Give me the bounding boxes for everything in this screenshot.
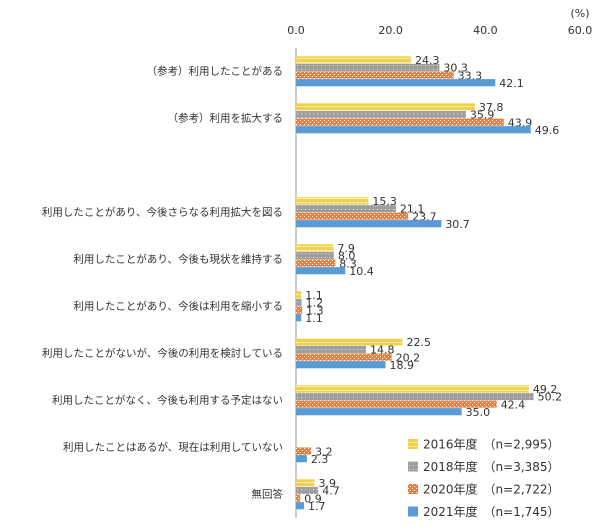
value-label: 35.9: [470, 109, 495, 122]
bar: [296, 103, 475, 111]
axis-unit: (%): [570, 7, 589, 20]
bar: [296, 244, 334, 252]
category-label: 利用したことがあり、今後も現状を維持する: [73, 253, 283, 266]
value-label: 10.4: [349, 265, 374, 278]
value-label: 49.6: [535, 124, 560, 137]
legend-swatch: [408, 439, 418, 449]
value-label: 35.0: [466, 406, 491, 419]
category-label: 利用したことがあり、今後さらなる利用拡大を図る: [42, 206, 283, 219]
category-label: （参考）利用を拡大する: [168, 112, 284, 125]
value-label: 4.7: [322, 485, 340, 498]
value-label: 8.0: [338, 250, 356, 263]
bar: [296, 298, 302, 307]
value-label: 30.3: [443, 62, 468, 75]
value-label: 49.2: [533, 383, 558, 396]
value-label: 50.2: [538, 391, 563, 404]
bar: [296, 197, 369, 205]
x-tick-label: 0.0: [287, 24, 305, 37]
bar: [296, 353, 392, 361]
value-label: 8.3: [339, 257, 357, 270]
bar: [296, 314, 302, 322]
value-label: 3.9: [318, 477, 336, 490]
bar: [296, 56, 412, 64]
value-label: 43.9: [508, 116, 533, 129]
value-label: 1.1: [305, 289, 323, 302]
value-label: 1.7: [308, 500, 326, 513]
value-label: 22.5: [407, 336, 432, 349]
category-label: （参考）利用したことがある: [147, 65, 284, 78]
legend-label: 2020年度 （n=2,722）: [423, 482, 560, 497]
category-label: 利用したことがなく、今後も利用する予定はない: [52, 394, 283, 407]
value-label: 30.7: [445, 218, 470, 231]
bar: [296, 361, 386, 369]
value-label: 3.2: [315, 445, 333, 458]
category-label: 利用したことはあるが、現在は利用していない: [63, 441, 283, 454]
bar: [296, 345, 367, 354]
bar: [296, 338, 403, 346]
legend-label: 2016年度 （n=2,995）: [423, 437, 560, 452]
value-label: 42.4: [501, 398, 526, 411]
bar: [296, 79, 496, 87]
value-label: 2.3: [311, 453, 329, 466]
bar: [296, 267, 346, 275]
category-label: 利用したことがないが、今後の利用を検討している: [42, 347, 283, 360]
value-label: 33.3: [458, 69, 483, 82]
category-label: 無回答: [252, 488, 284, 501]
value-label: 1.3: [306, 304, 324, 317]
bar: [296, 251, 334, 260]
bar: [296, 212, 409, 220]
bar: [296, 408, 462, 416]
category-label: 利用したことがあり、今後は利用を縮小する: [73, 300, 283, 313]
bar: [296, 306, 303, 314]
x-tick-label: 20.0: [378, 24, 403, 37]
value-label: 1.2: [306, 297, 324, 310]
bar: [296, 71, 454, 79]
bar: [296, 447, 312, 455]
bar: [296, 385, 529, 393]
value-label: 0.9: [304, 492, 322, 505]
legend-box: [405, 429, 601, 523]
bar: [296, 291, 302, 299]
x-tick-label: 40.0: [473, 24, 498, 37]
value-label: 20.2: [396, 351, 421, 364]
bar: [296, 63, 440, 72]
bar: [296, 259, 336, 267]
bar: [296, 220, 442, 228]
bar: [296, 400, 497, 408]
legend-swatch: [408, 461, 418, 472]
value-label: 24.3: [415, 54, 440, 67]
value-label: 23.7: [412, 210, 437, 223]
x-tick-label: 60.0: [568, 24, 593, 37]
bar: [296, 126, 531, 134]
legend-swatch: [408, 506, 418, 517]
value-label: 7.9: [337, 242, 355, 255]
bar: [296, 455, 307, 463]
value-label: 18.9: [389, 359, 414, 372]
value-label: 14.8: [370, 344, 395, 357]
legend-swatch: [408, 484, 418, 494]
value-label: 15.3: [372, 195, 397, 208]
value-label: 21.1: [400, 203, 425, 216]
value-label: 37.8: [479, 101, 504, 114]
legend-label: 2018年度 （n=3,385）: [423, 459, 560, 474]
bar: [296, 204, 396, 213]
bar: [296, 479, 315, 487]
bar: [296, 118, 504, 126]
legend-label: 2021年度 （n=1,745）: [423, 504, 560, 519]
value-label: 42.1: [499, 77, 523, 90]
bar: [296, 494, 301, 502]
bar: [296, 502, 305, 510]
value-label: 1.1: [305, 312, 323, 325]
bar: [296, 392, 534, 401]
bar: [296, 110, 466, 119]
bar: [296, 486, 319, 495]
